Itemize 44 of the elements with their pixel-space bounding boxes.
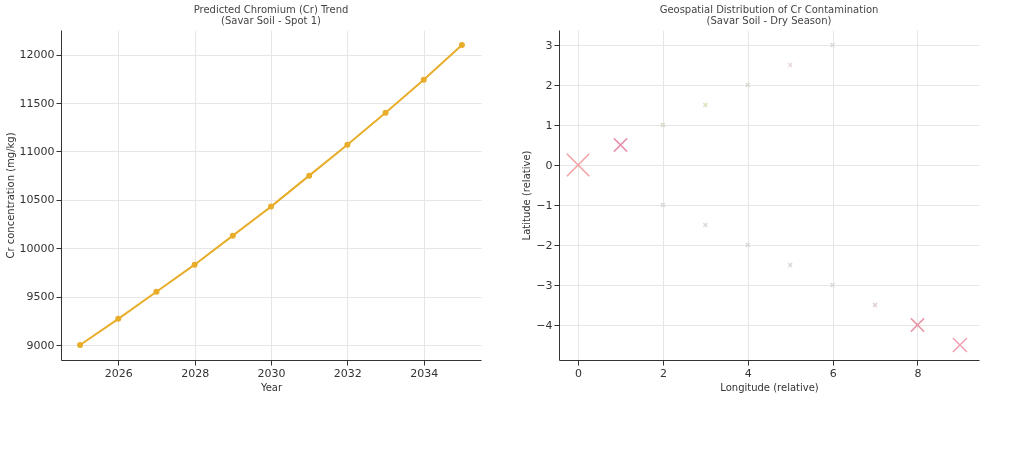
- x-tick-label: 2034: [410, 366, 439, 380]
- y-axis-title: Cr concentration (mg/kg): [4, 132, 16, 259]
- y-tick-label: 1: [545, 118, 553, 132]
- y-tick-label: −1: [536, 198, 553, 212]
- point: [77, 342, 84, 348]
- x-tick-label: 2: [659, 366, 667, 380]
- chart-subtitle: (Savar Soil - Spot 1): [221, 15, 322, 26]
- chart-title: Predicted Chromium (Cr) Trend: [193, 4, 349, 15]
- y-tick-label: 9000: [26, 338, 55, 352]
- x-tick-label: 2032: [333, 366, 362, 380]
- y-tick-label: 11500: [19, 96, 55, 110]
- x-tick-label: 8: [914, 366, 922, 380]
- y-tick-label: −2: [536, 238, 553, 252]
- y-tick-label: −3: [536, 278, 553, 292]
- x-axis-title: Year: [259, 381, 283, 393]
- x-tick-label: 6: [829, 366, 837, 380]
- y-tick-label: 0: [545, 158, 553, 172]
- point: [420, 76, 427, 83]
- point: [229, 232, 236, 239]
- chart-title: Geospatial Distribution of Cr Contamination: [659, 4, 879, 15]
- point: [306, 172, 313, 179]
- point: [344, 141, 351, 148]
- y-tick-label: 3: [545, 38, 553, 52]
- point: [268, 203, 274, 210]
- y-tick-label: 11000: [19, 144, 55, 158]
- y-tick-label: 9500: [26, 290, 55, 304]
- chart-subtitle: (Savar Soil - Dry Season): [706, 15, 832, 26]
- y-tick-label: 2: [545, 78, 553, 92]
- y-tick-label: 10500: [19, 193, 55, 207]
- y-tick-label: 10000: [19, 241, 55, 255]
- point: [153, 288, 160, 295]
- x-tick-label: 4: [744, 366, 752, 380]
- x-tick-label: 2028: [181, 366, 210, 380]
- x-tick-label: 0: [575, 366, 583, 380]
- point: [115, 315, 122, 322]
- x-tick-label: 2030: [257, 366, 286, 380]
- y-tick-label: −4: [536, 318, 553, 332]
- x-axis-title: Longitude (relative): [720, 381, 819, 393]
- y-axis-title: Latitude (relative): [521, 150, 533, 241]
- point: [191, 261, 198, 268]
- point: [458, 42, 465, 48]
- x-tick-label: 2026: [104, 366, 133, 380]
- y-tick-label: 12000: [19, 48, 55, 62]
- point: [382, 109, 389, 116]
